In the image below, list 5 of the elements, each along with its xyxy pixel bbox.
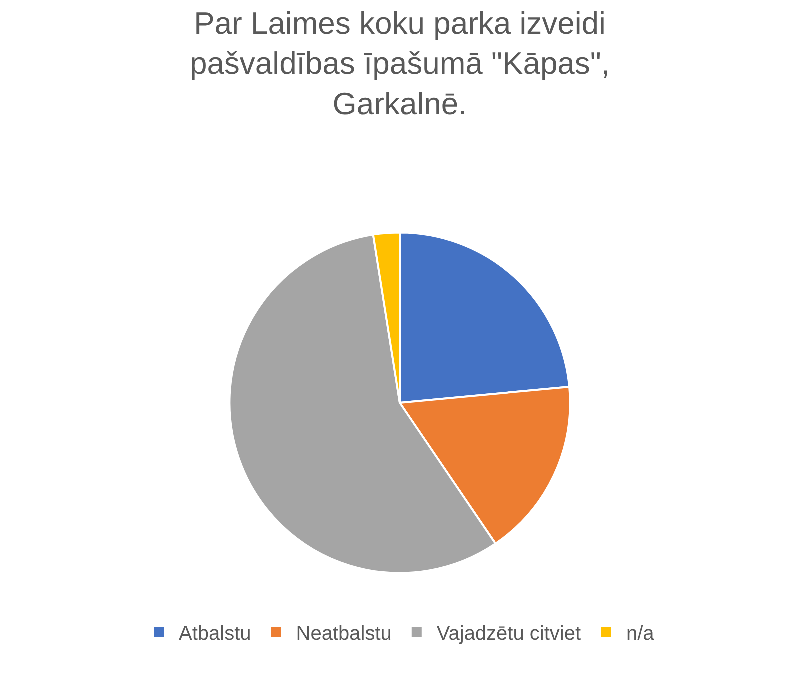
legend-label: Neatbalstu (296, 623, 392, 646)
legend-label: Atbalstu (179, 623, 252, 646)
chart-title: Par Laimes koku parka izveidi pašvaldības īpašumā "Kāpas", Garkalnē. (190, 6, 610, 122)
legend-label: Vajadzētu citviet (436, 623, 582, 646)
legend-label: n/a (626, 623, 656, 646)
